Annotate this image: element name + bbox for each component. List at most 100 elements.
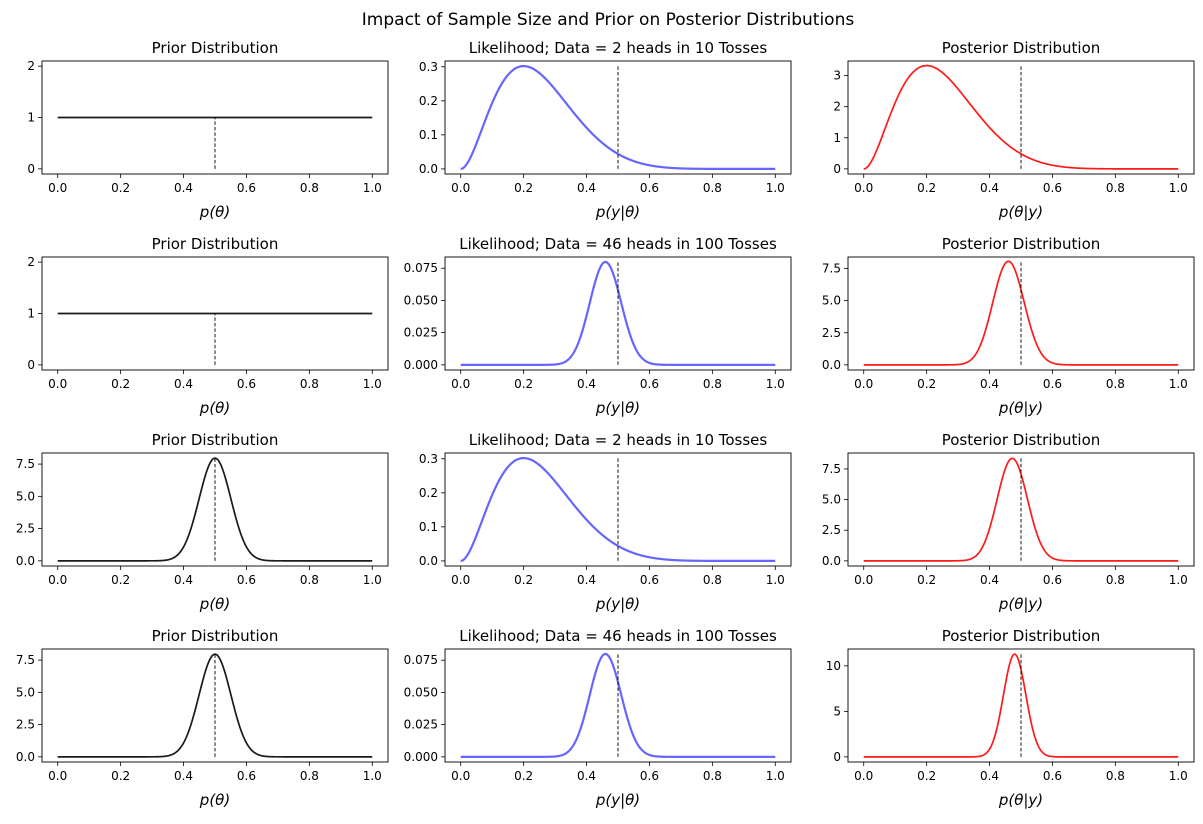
- figure-title: Impact of Sample Size and Prior on Poste…: [362, 10, 855, 30]
- x-tick-label: 1.0: [766, 181, 785, 195]
- x-tick-label: 0.8: [300, 769, 319, 783]
- x-tick-label: 0.2: [514, 377, 533, 391]
- x-tick-label: 0.6: [1043, 181, 1062, 195]
- x-tick-label: 0.4: [174, 769, 193, 783]
- x-tick-label: 0.2: [111, 377, 130, 391]
- y-tick-label: 1: [27, 307, 35, 321]
- y-tick-label: 0: [27, 358, 35, 372]
- y-tick-label: 0.2: [419, 94, 438, 108]
- posterior-curve: [863, 260, 1179, 366]
- x-tick-label: 1.0: [1169, 573, 1188, 587]
- subplot: 0.0 0.2 0.4 0.6 0.8 1.0 0.000 0.025 0.050 0.075 Li…: [404, 627, 792, 809]
- x-axis-label: p(θ): [199, 399, 230, 417]
- axes-frame: [41, 452, 389, 567]
- x-tick-label: 0.4: [577, 573, 596, 587]
- likelihood-curve: [460, 457, 776, 562]
- axes-frame: [444, 256, 792, 371]
- posterior-curve: [863, 457, 1179, 562]
- y-tick-label: 7.5: [16, 457, 35, 471]
- x-axis-label: p(y|θ): [595, 399, 640, 417]
- y-tick-label: 0.0: [419, 162, 438, 176]
- posterior-curve: [863, 64, 1179, 170]
- x-tick-label: 0.0: [854, 769, 873, 783]
- x-tick-label: 1.0: [1169, 181, 1188, 195]
- subplot: 0.0 0.2 0.4 0.6 0.8 1.0 0.0 2.5 5.0 7.5 Prior Dist…: [16, 431, 389, 613]
- x-tick-label: 0.4: [577, 377, 596, 391]
- x-tick-label: 0.0: [451, 377, 470, 391]
- y-tick-label: 5: [833, 704, 841, 718]
- subplot-title: Prior Distribution: [152, 39, 279, 57]
- prior-curve: [57, 653, 373, 758]
- y-tick-label: 0.3: [419, 452, 438, 466]
- x-tick-label: 0.0: [854, 181, 873, 195]
- x-tick-label: 0.6: [237, 181, 256, 195]
- y-tick-label: 0: [833, 750, 841, 764]
- y-tick-label: 0.000: [404, 358, 438, 372]
- x-axis-label: p(y|θ): [595, 791, 640, 809]
- x-tick-label: 1.0: [363, 377, 382, 391]
- x-tick-label: 0.6: [237, 573, 256, 587]
- x-tick-label: 0.0: [48, 181, 67, 195]
- y-tick-label: 0.1: [419, 128, 438, 142]
- x-tick-label: 0.4: [980, 573, 999, 587]
- x-tick-label: 0.4: [980, 377, 999, 391]
- x-tick-label: 0.6: [640, 377, 659, 391]
- x-tick-label: 0.0: [48, 573, 67, 587]
- y-tick-label: 0.2: [419, 486, 438, 500]
- x-axis-label: p(y|θ): [595, 595, 640, 613]
- x-axis-label: p(θ): [199, 203, 230, 221]
- subplot-title: Posterior Distribution: [942, 627, 1101, 645]
- x-tick-label: 0.2: [514, 181, 533, 195]
- y-tick-label: 0: [27, 162, 35, 176]
- axes-frame: [847, 452, 1195, 567]
- axes-frame: [444, 60, 792, 175]
- x-axis-label: p(θ): [199, 595, 230, 613]
- y-tick-label: 0.025: [404, 326, 438, 340]
- x-axis-label: p(θ|y): [998, 203, 1043, 221]
- subplot: 0.0 0.2 0.4 0.6 0.8 1.0 0.000 0.025 0.050 0.075 Li…: [404, 235, 792, 417]
- subplot: 0.0 0.2 0.4 0.6 0.8 1.0 0 1 2 Prior Distribution p…: [27, 235, 389, 417]
- subplot-title: Likelihood; Data = 46 heads in 100 Tosse…: [459, 627, 777, 645]
- subplot-title: Posterior Distribution: [942, 235, 1101, 253]
- y-tick-label: 5.0: [822, 493, 841, 507]
- x-tick-label: 0.4: [980, 181, 999, 195]
- x-axis-label: p(θ|y): [998, 399, 1043, 417]
- y-tick-label: 0.0: [822, 554, 841, 568]
- x-tick-label: 0.8: [1106, 573, 1125, 587]
- y-tick-label: 7.5: [822, 262, 841, 276]
- subplot-title: Prior Distribution: [152, 431, 279, 449]
- x-axis-label: p(y|θ): [595, 203, 640, 221]
- y-tick-label: 0.1: [419, 520, 438, 534]
- y-tick-label: 5.0: [16, 685, 35, 699]
- x-tick-label: 0.8: [1106, 769, 1125, 783]
- subplot: 0.0 0.2 0.4 0.6 0.8 1.0 0.0 2.5 5.0 7.5 Posterior …: [822, 235, 1195, 417]
- y-tick-label: 0.0: [16, 750, 35, 764]
- subplot-title: Posterior Distribution: [942, 39, 1101, 57]
- x-tick-label: 0.0: [854, 377, 873, 391]
- x-tick-label: 0.0: [451, 573, 470, 587]
- y-tick-label: 0.050: [404, 293, 438, 307]
- x-tick-label: 0.4: [577, 769, 596, 783]
- y-tick-label: 0: [833, 162, 841, 176]
- x-axis-label: p(θ|y): [998, 791, 1043, 809]
- subplot-title: Posterior Distribution: [942, 431, 1101, 449]
- prior-curve: [57, 457, 373, 562]
- y-tick-label: 1: [833, 131, 841, 145]
- x-tick-label: 0.6: [237, 377, 256, 391]
- x-tick-label: 1.0: [766, 377, 785, 391]
- subplot: 0.0 0.2 0.4 0.6 0.8 1.0 0.0 0.1 0.2 0.3 Likelihood…: [419, 431, 792, 613]
- axes-frame: [444, 452, 792, 567]
- x-tick-label: 0.2: [111, 573, 130, 587]
- x-tick-label: 0.2: [514, 769, 533, 783]
- x-tick-label: 0.8: [703, 181, 722, 195]
- x-tick-label: 0.8: [1106, 181, 1125, 195]
- y-tick-label: 0.075: [404, 261, 438, 275]
- posterior-curve: [863, 653, 1179, 758]
- y-tick-label: 5.0: [822, 294, 841, 308]
- y-tick-label: 2.5: [822, 326, 841, 340]
- subplot: 0.0 0.2 0.4 0.6 0.8 1.0 0 1 2 3 Posterior Distribu…: [833, 39, 1195, 221]
- x-tick-label: 1.0: [363, 769, 382, 783]
- subplot: 0.0 0.2 0.4 0.6 0.8 1.0 0.0 2.5 5.0 7.5 Posterior …: [822, 431, 1195, 613]
- x-tick-label: 1.0: [363, 181, 382, 195]
